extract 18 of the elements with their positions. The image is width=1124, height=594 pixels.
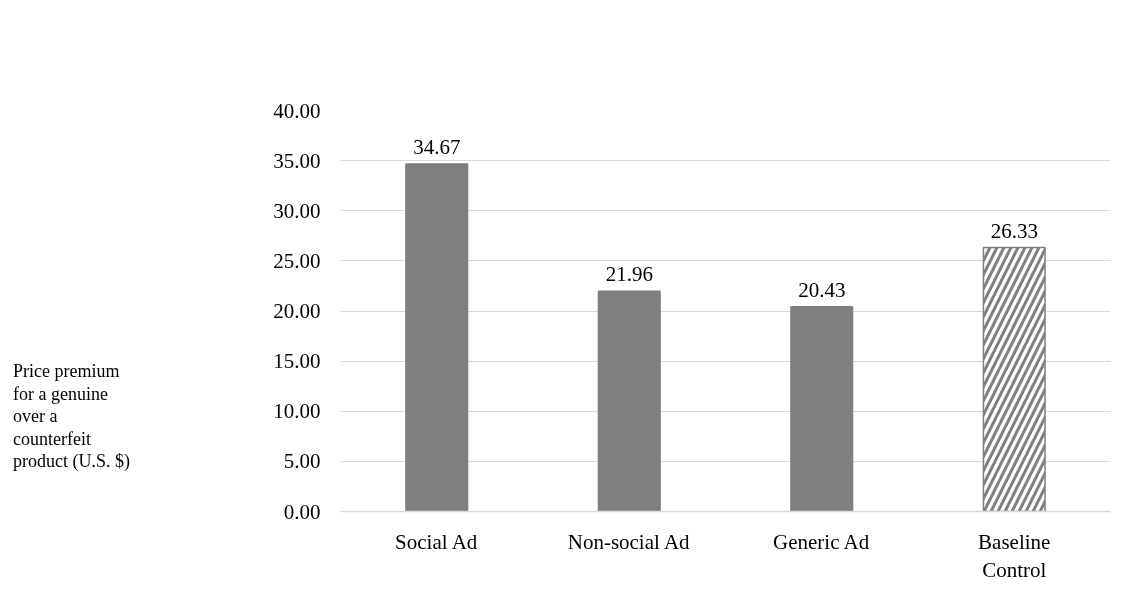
text: Price premium for a genuine over a counterfeit product (U.S. $) xyxy=(13,360,130,473)
x-tick-label: Baseline Control xyxy=(978,529,1051,583)
y-tick-label: 30.00 xyxy=(273,198,321,223)
y-tick-label: 0.00 xyxy=(283,499,321,524)
x-tick-label: Social Ad xyxy=(395,529,478,554)
y-tick-label: 5.00 xyxy=(283,449,321,474)
y-tick-label: 20.00 xyxy=(273,299,321,323)
y-tick-label: 35.00 xyxy=(273,148,321,173)
y-tick-label: 25.00 xyxy=(273,248,321,273)
y-tick-label: 15.00 xyxy=(273,349,321,374)
x-tick-label: Generic Ad xyxy=(773,529,870,554)
y-tick-label: 40.00 xyxy=(273,98,321,123)
x-tick-label: Non-social Ad xyxy=(567,529,691,554)
y-tick-label: 10.00 xyxy=(273,399,321,424)
data-label: 34.67 xyxy=(413,134,461,159)
data-label: 20.43 xyxy=(798,277,846,302)
data-label: 26.33 xyxy=(990,218,1038,243)
data-label: 21.96 xyxy=(605,262,653,287)
